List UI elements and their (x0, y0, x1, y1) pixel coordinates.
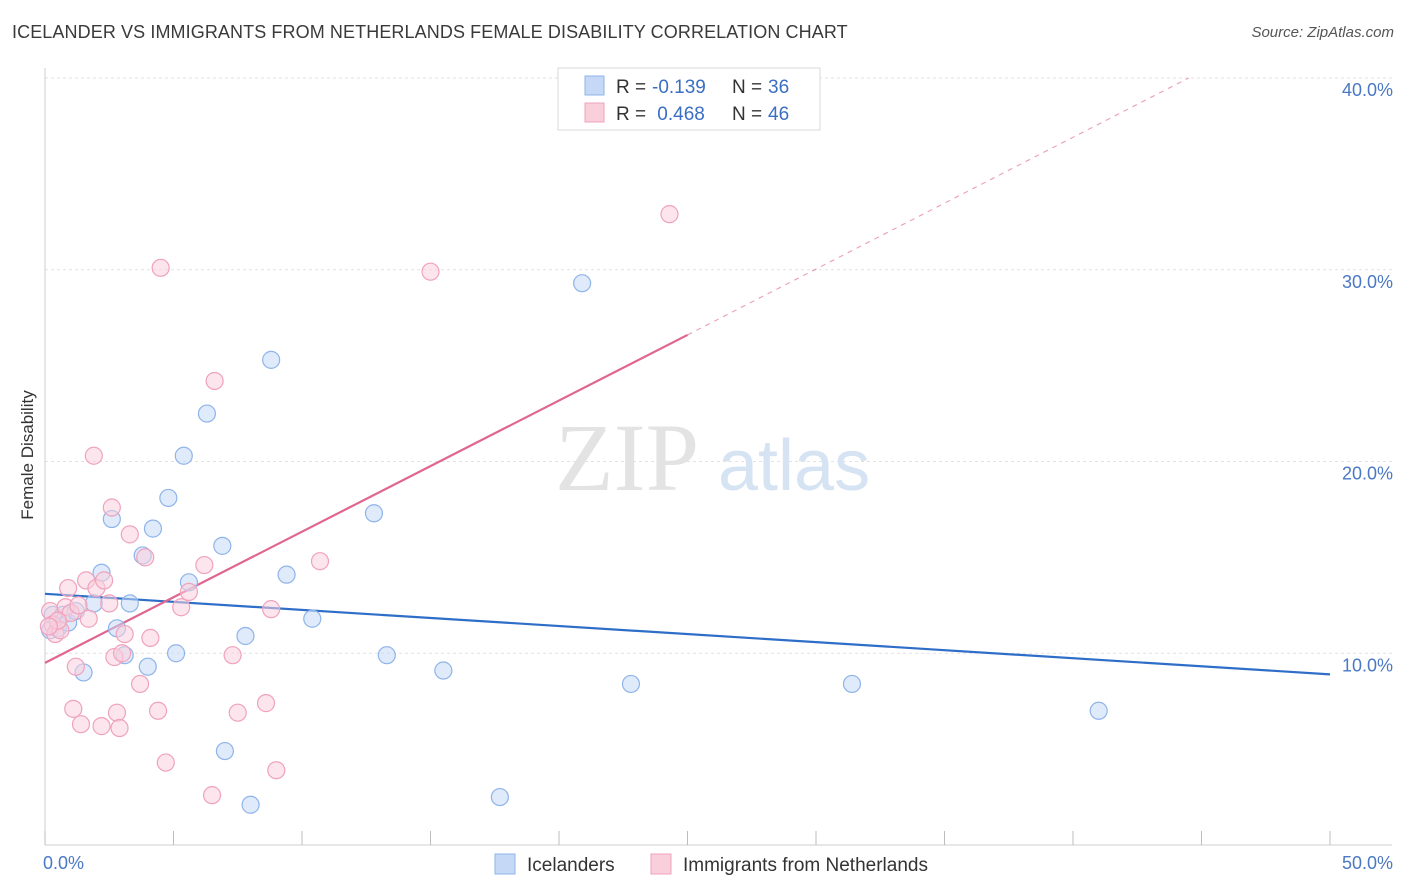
point-icelanders-15 (143, 519, 163, 538)
point-netherlands-9 (71, 715, 91, 734)
legend-swatch-netherlands (584, 102, 605, 123)
trend-line-netherlands (44, 333, 689, 664)
point-netherlands-16 (100, 594, 119, 613)
point-icelanders-12 (120, 594, 139, 613)
point-icelanders-25 (262, 350, 281, 369)
point-netherlands-41 (421, 262, 440, 281)
legend-swatch-icelanders (584, 75, 605, 96)
point-icelanders-28 (364, 504, 384, 523)
tick-labels: 10.0% 20.0% 30.0% 40.0% 0.0% 50.0% (43, 80, 1393, 873)
point-netherlands-22 (115, 624, 134, 644)
legend-r-value-0: -0.139 (652, 77, 706, 98)
legend-r-label-0: R = (616, 77, 646, 98)
y-tick-label-1: 20.0% (1342, 464, 1393, 484)
point-netherlands-28 (151, 258, 170, 277)
point-netherlands-17 (102, 498, 121, 517)
point-icelanders-29 (377, 646, 396, 665)
watermark-atlas: atlas (718, 426, 870, 506)
point-icelanders-30 (434, 661, 453, 680)
point-netherlands-39 (267, 761, 286, 780)
point-netherlands-44 (69, 596, 88, 615)
point-netherlands-12 (84, 446, 103, 465)
point-netherlands-14 (92, 717, 111, 736)
point-netherlands-20 (110, 718, 129, 738)
y-tick-label-0: 10.0% (1342, 655, 1393, 675)
legend-stats: R = -0.139 N = 36 R = 0.468 N = 46 (557, 67, 821, 131)
chart-title: ICELANDER VS IMMIGRANTS FROM NETHERLANDS… (12, 22, 848, 42)
legend-r-value-1: 0.468 (652, 104, 705, 125)
legend-n-label-0: N = (732, 77, 762, 98)
axes (44, 68, 1392, 846)
point-icelanders-32 (573, 274, 592, 293)
y-tick-label-3: 40.0% (1342, 80, 1393, 100)
legend-bottom-label-icelanders: Icelanders (527, 855, 615, 876)
point-icelanders-22 (215, 741, 234, 761)
watermark-zip: ZIP (555, 404, 699, 511)
point-netherlands-30 (172, 598, 191, 617)
point-icelanders-20 (197, 404, 217, 423)
point-netherlands-15 (95, 571, 114, 590)
point-netherlands-37 (256, 694, 276, 713)
point-netherlands-27 (148, 701, 168, 720)
point-icelanders-35 (1089, 701, 1108, 720)
source-credit: Source: ZipAtlas.com (1251, 24, 1394, 41)
legend-r-label-1: R = (616, 104, 646, 125)
point-netherlands-35 (223, 646, 242, 665)
x-tick-label-1: 50.0% (1342, 853, 1393, 873)
legend-n-label-1: N = (732, 104, 762, 125)
point-netherlands-45 (39, 617, 58, 636)
trend-line-netherlands-extension (687, 77, 1189, 336)
point-icelanders-33 (621, 674, 641, 694)
point-netherlands-26 (141, 628, 160, 648)
point-netherlands-5 (59, 578, 78, 598)
point-netherlands-36 (228, 703, 247, 722)
legend-series: Icelanders Immigrants from Netherlands (494, 853, 928, 876)
y-tick-label-2: 30.0% (1342, 272, 1393, 292)
point-netherlands-40 (310, 552, 330, 571)
point-icelanders-24 (241, 795, 260, 814)
point-netherlands-24 (130, 674, 150, 694)
point-netherlands-25 (136, 548, 155, 567)
point-icelanders-17 (166, 644, 186, 663)
point-netherlands-38 (262, 600, 281, 619)
point-netherlands-21 (112, 644, 132, 663)
point-netherlands-19 (107, 703, 127, 722)
trend-line-icelanders (44, 592, 1331, 676)
point-netherlands-23 (120, 525, 139, 544)
point-netherlands-42 (660, 205, 679, 224)
point-icelanders-31 (490, 787, 509, 807)
data-points (39, 205, 1108, 814)
point-icelanders-16 (159, 488, 178, 508)
point-netherlands-34 (205, 371, 224, 391)
point-netherlands-33 (202, 786, 222, 805)
point-netherlands-8 (66, 657, 85, 676)
legend-n-value-1: 46 (768, 104, 789, 125)
legend-n-value-0: 36 (768, 77, 789, 98)
point-netherlands-32 (195, 555, 214, 575)
point-icelanders-34 (842, 674, 862, 694)
point-icelanders-18 (174, 446, 193, 465)
point-icelanders-7 (84, 594, 103, 613)
point-netherlands-31 (179, 582, 199, 601)
trend-lines (44, 77, 1331, 676)
point-icelanders-26 (277, 565, 296, 584)
watermark: ZIP atlas (555, 404, 870, 511)
point-netherlands-29 (156, 753, 175, 772)
point-icelanders-14 (138, 657, 157, 676)
point-icelanders-27 (303, 609, 322, 628)
x-tick-label-0: 0.0% (43, 853, 84, 873)
legend-bottom-label-netherlands: Immigrants from Netherlands (683, 855, 928, 876)
legend-bottom-swatch-netherlands (650, 853, 672, 875)
point-icelanders-23 (236, 626, 255, 646)
point-netherlands-7 (64, 699, 83, 718)
legend-bottom-swatch-icelanders (494, 853, 516, 875)
gridlines (45, 77, 1392, 654)
point-netherlands-11 (79, 609, 98, 628)
point-icelanders-21 (213, 536, 232, 555)
